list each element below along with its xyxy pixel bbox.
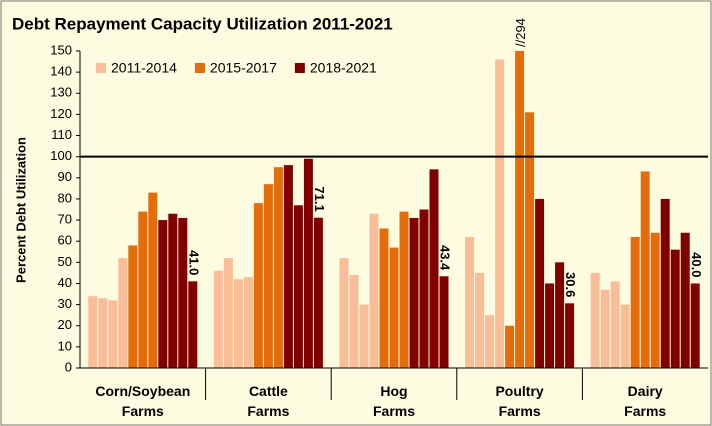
bar: [98, 298, 108, 368]
bar: [263, 184, 273, 368]
bar: [505, 325, 515, 368]
y-tick-label: 140: [50, 64, 72, 79]
bar: [108, 300, 118, 368]
bar: [369, 213, 379, 368]
legend-label: 2015-2017: [210, 60, 277, 76]
y-tick-label: 120: [50, 106, 72, 121]
bar: [465, 236, 475, 368]
bar: [555, 262, 565, 368]
bar: [670, 249, 680, 368]
bar: [303, 158, 313, 368]
bar: [429, 169, 439, 368]
bar: [88, 296, 98, 368]
y-tick-label: 90: [58, 169, 72, 184]
bar: [565, 303, 575, 368]
y-tick-label: 50: [58, 254, 72, 269]
y-tick-label: 60: [58, 233, 72, 248]
bar: [475, 272, 485, 368]
data-label: 43.4: [438, 245, 453, 271]
bar: [660, 198, 670, 368]
x-tick-label: Hog Farms: [373, 383, 415, 419]
bar: [313, 217, 323, 368]
bar: [389, 247, 399, 368]
bar: [283, 165, 293, 368]
bar: [650, 232, 660, 368]
bar: [188, 281, 198, 368]
y-tick-label: 10: [58, 338, 72, 353]
bar: [630, 236, 640, 368]
bar: [610, 281, 620, 368]
y-tick-label: 130: [50, 85, 72, 100]
data-label: 40.0: [689, 252, 704, 277]
y-tick-label: 20: [58, 317, 72, 332]
bar: [293, 205, 303, 368]
y-tick-label: 40: [58, 275, 72, 290]
bar: [419, 209, 429, 368]
bar: [680, 232, 690, 368]
y-tick-label: 0: [65, 359, 72, 374]
bar: [525, 112, 535, 368]
bar: [128, 245, 138, 368]
bar: [690, 283, 700, 368]
bar: [138, 211, 148, 368]
x-tick-label: Poultry Farms: [495, 383, 543, 419]
legend-label: 2011-2014: [111, 60, 177, 76]
bar: [495, 59, 505, 368]
bar: [439, 276, 449, 368]
bar: [379, 228, 389, 368]
data-label: 71.1: [312, 186, 327, 211]
y-tick-label: 150: [50, 42, 72, 57]
bar: [168, 213, 178, 368]
bar: [158, 220, 168, 368]
bar: [339, 258, 349, 368]
bar: [640, 171, 650, 368]
bar: [118, 258, 128, 368]
bar: [178, 217, 188, 368]
bar: [253, 203, 263, 368]
bar: [213, 270, 223, 368]
data-label: 30.6: [563, 272, 578, 297]
bar: [409, 217, 419, 368]
y-tick-label: 70: [58, 212, 72, 227]
y-tick-label: 100: [50, 148, 72, 163]
bar: [590, 272, 600, 368]
legend-swatch: [294, 63, 305, 73]
legend-swatch: [194, 63, 205, 73]
bar: [545, 283, 555, 368]
chart-title: Debt Repayment Capacity Utilization 2011…: [12, 14, 393, 33]
bar: [233, 279, 243, 368]
bar: [148, 192, 158, 368]
legend-label: 2018-2021: [310, 60, 377, 76]
bar: [515, 51, 525, 368]
bar: [399, 211, 409, 368]
legend-swatch: [96, 63, 106, 73]
y-tick-label: 110: [51, 127, 72, 142]
x-tick-label: Corn/Soybean Farms: [95, 383, 190, 419]
bar: [535, 198, 545, 368]
bar: [273, 167, 283, 368]
y-tick-label: 80: [58, 190, 72, 205]
bar: [485, 315, 495, 368]
x-tick-label: Dairy Farms: [624, 383, 666, 419]
y-axis-label: Percent Debt Utilization: [13, 137, 28, 283]
bar: [243, 277, 253, 368]
data-label: 41.0: [186, 250, 201, 275]
bar: [349, 275, 359, 368]
bar: [620, 304, 630, 368]
bars: [88, 51, 700, 368]
y-tick-label: 30: [58, 296, 72, 311]
bar: [359, 304, 369, 368]
bar: [600, 289, 610, 368]
bar: [223, 258, 233, 368]
data-label: //294: [513, 18, 528, 47]
x-tick-label: Cattle Farms: [247, 383, 289, 419]
